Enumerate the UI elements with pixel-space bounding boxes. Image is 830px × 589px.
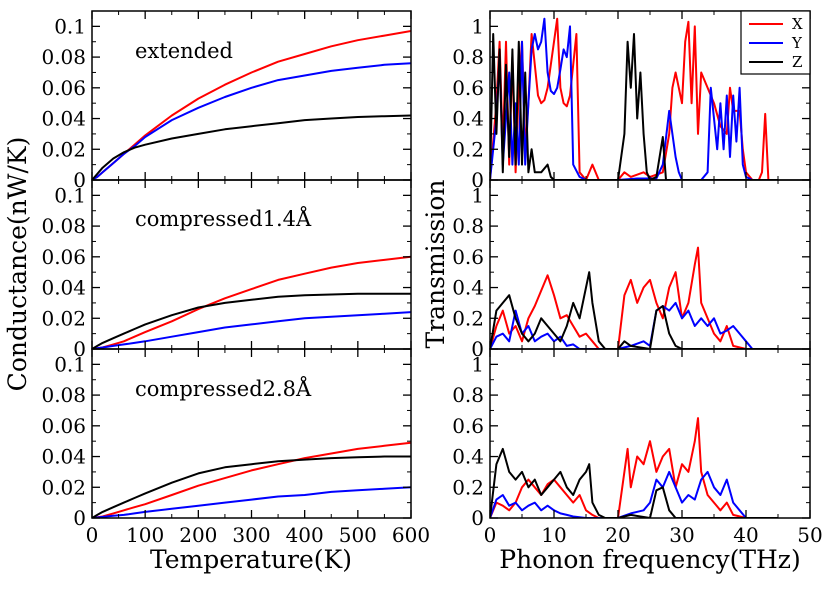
cond-panel-3-ytick-label: 0.1 — [54, 352, 86, 376]
cond-panel-1-ytick-label: 0.06 — [41, 76, 86, 100]
cond-panel-3-label: compressed2.8Å — [135, 376, 312, 401]
trans-panel-2-ytick-label: 0.2 — [452, 306, 484, 330]
trans-panel-3-ytick-label: 0.6 — [452, 414, 484, 438]
trans-panel-3-series-z — [490, 447, 778, 518]
cond-panel-3-frame — [91, 348, 412, 519]
trans-panel-2-series-x — [490, 246, 747, 349]
trans-panel-1-ytick-label: 0 — [471, 168, 484, 192]
cond-panel-3-ytick-label: 0 — [73, 506, 86, 530]
cond-panel-1-frame — [91, 10, 412, 181]
cond-panel-3-series-z — [92, 455, 411, 518]
cond-panel-3-ytick-label: 0.06 — [41, 414, 86, 438]
cond-panel-1-ytick-label: 0.1 — [54, 14, 86, 38]
trans-panel-3-ytick-label: 0.4 — [452, 445, 484, 469]
trans-panel-1-series-z — [490, 33, 778, 180]
cond-xtick-label: 500 — [339, 523, 377, 547]
trans-xtick-label: 0 — [484, 523, 497, 547]
trans-panel-2-ytick-label: 1 — [471, 183, 484, 207]
legend: X Y Z — [740, 10, 811, 75]
cond-panel-2-ytick-label: 0.04 — [41, 276, 86, 300]
cond-panel-1-label: extended — [135, 39, 233, 63]
legend-label-z: Z — [792, 53, 802, 71]
trans-panel-2-series-z — [490, 271, 778, 349]
trans-panel-3-series-x — [490, 417, 747, 518]
trans-xtick-label: 20 — [605, 523, 630, 547]
cond-panel-1-series-z — [92, 114, 411, 180]
legend-label-y: Y — [791, 34, 803, 52]
right-y-axis-title: Transmission — [421, 180, 450, 349]
trans-panel-1-ytick-label: 0.2 — [452, 137, 484, 161]
cond-xtick-label: 400 — [286, 523, 324, 547]
cond-xtick-label: 0 — [86, 523, 99, 547]
trans-panel-3-series-y — [490, 470, 766, 518]
trans-panel-1-ytick-label: 0.6 — [452, 76, 484, 100]
trans-panel-3-ytick-label: 0.2 — [452, 475, 484, 499]
trans-panel-2-series-y — [490, 301, 766, 349]
cond-panel-2-series-y — [92, 311, 411, 349]
cond-panel-3-ytick-label: 0.08 — [41, 383, 86, 407]
cond-xtick-label: 200 — [179, 523, 217, 547]
trans-panel-3-ytick-label: 0.8 — [452, 383, 484, 407]
trans-panel-2-ytick-label: 0.6 — [452, 245, 484, 269]
transmission-plot: 00.20.40.60.8100.20.40.60.8100.20.40.60.… — [452, 10, 823, 547]
trans-panel-2-ytick-label: 0.4 — [452, 276, 484, 300]
cond-panel-3-ytick-label: 0.02 — [41, 475, 86, 499]
legend-label-x: X — [792, 15, 803, 33]
trans-xtick-label: 30 — [669, 523, 694, 547]
cond-panel-2-ytick-label: 0.1 — [54, 183, 86, 207]
trans-panel-3-ytick-label: 0 — [471, 506, 484, 530]
trans-xtick-label: 50 — [797, 523, 822, 547]
left-y-axis-title: Conductance(nW/K) — [3, 137, 32, 392]
left-x-axis-title: Temperature(K) — [150, 545, 352, 574]
trans-xtick-label: 10 — [541, 523, 566, 547]
cond-panel-1-ytick-label: 0.08 — [41, 45, 86, 69]
cond-panel-3-series-y — [92, 486, 411, 518]
trans-panel-1-ytick-label: 0.4 — [452, 107, 484, 131]
cond-panel-2-series-z — [92, 292, 411, 349]
cond-panel-2-label: compressed1.4Å — [135, 206, 312, 231]
cond-panel-2-ytick-label: 0.02 — [41, 306, 86, 330]
cond-panel-1-ytick-label: 0 — [73, 168, 86, 192]
right-x-axis-title: Phonon frequency(THz) — [499, 545, 800, 574]
trans-panel-2-ytick-label: 0.8 — [452, 214, 484, 238]
conductance-plot: 00.020.040.060.080.1extended00.020.040.0… — [41, 10, 430, 547]
cond-xtick-label: 600 — [392, 523, 430, 547]
cond-panel-2-ytick-label: 0.06 — [41, 245, 86, 269]
cond-panel-1-ytick-label: 0.02 — [41, 137, 86, 161]
cond-panel-1-ytick-label: 0.04 — [41, 107, 86, 131]
cond-panel-2-series-x — [92, 255, 411, 349]
cond-panel-3-ytick-label: 0.04 — [41, 445, 86, 469]
cond-panel-1-series-y — [92, 62, 411, 180]
cond-xtick-label: 300 — [232, 523, 270, 547]
cond-xtick-label: 100 — [126, 523, 164, 547]
cond-panel-2-ytick-label: 0 — [73, 337, 86, 361]
cond-panel-3-series-x — [92, 441, 411, 518]
trans-panel-3-ytick-label: 1 — [471, 352, 484, 376]
trans-panel-1-ytick-label: 1 — [471, 14, 484, 38]
trans-xtick-label: 40 — [733, 523, 758, 547]
trans-panel-2-ytick-label: 0 — [471, 337, 484, 361]
trans-panel-1-ytick-label: 0.8 — [452, 45, 484, 69]
cond-panel-2-ytick-label: 0.08 — [41, 214, 86, 238]
